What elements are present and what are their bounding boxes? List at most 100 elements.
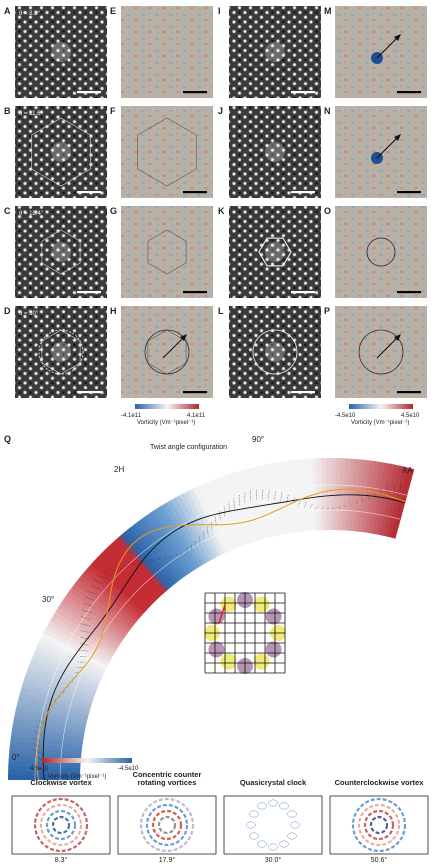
vector [386,485,389,494]
panel-label: G [110,206,117,216]
vector [274,491,276,501]
fan-wedge [338,458,347,531]
hex-overlay [137,117,197,187]
fan-wedge [257,464,279,537]
overlay [258,237,292,267]
angle-label: θ = 18.4° [19,211,44,217]
vector [399,482,402,492]
fan-wedge [21,682,92,709]
panel-label: D [4,306,11,316]
fan-wedge [262,463,282,536]
vector [163,557,167,559]
marker: AA [402,466,413,475]
overlay [144,329,190,375]
vector [309,503,313,509]
red-arrow [218,604,226,624]
clock-site [265,608,282,625]
swirl [363,809,395,841]
vector [298,499,301,506]
hex-overlay [41,329,81,375]
fan-wedge [15,705,87,727]
panel-label: J [218,106,223,116]
fan-wedge [376,463,396,536]
center-glow [265,142,285,162]
fan-wedge [238,469,264,541]
stem-image [15,206,107,298]
vector [122,563,129,567]
fan-wedge [115,536,167,594]
vorticity-map [335,306,427,398]
vector [380,487,383,496]
vector [367,493,370,500]
colorbar [349,404,413,409]
fan-wedge [14,710,86,731]
marker: 2H [114,465,124,474]
vector [320,506,324,510]
panel-label: M [324,6,332,16]
panel-label: H [110,306,117,316]
fan-wedge [74,578,135,628]
vector [63,690,65,693]
panel-label: O [324,206,331,216]
panel-label: F [110,106,116,116]
inset-angle: 30.0° [265,856,282,864]
scale-bar [397,91,421,94]
fan-wedge [104,546,159,602]
fan-wedge [301,458,313,531]
vector [343,504,347,507]
q-title: Twist angle configuration [150,444,227,451]
scale-bar [77,291,101,294]
fan-wedge [8,769,81,777]
colorbar [135,404,199,409]
fan-wedge [69,586,131,634]
fan-wedge [372,462,391,535]
vector [109,568,118,573]
vector [80,636,90,640]
fan-wedge [8,759,81,769]
vector [223,506,226,517]
panel-label: B [4,106,11,116]
scale-bar [291,391,315,394]
fan-arc [34,484,407,781]
clock-cell [287,832,297,840]
fan-wedge [11,725,84,742]
overlay [38,329,84,375]
twist-fan [8,458,415,783]
scale-bar [397,291,421,294]
vector [348,502,352,506]
fan-arc [59,509,400,781]
clock-site [208,641,225,658]
clock-site [253,596,270,613]
cbar-title: Vorticity (Vm⁻¹pixel⁻¹) [351,420,409,426]
fan-wedge [145,512,191,575]
fan-wedge [20,686,91,713]
inset-angle: 8.3° [55,856,68,864]
fan-wedge [84,567,143,619]
scale-bar [183,91,207,94]
fan-wedge [364,461,381,534]
vector [143,560,149,562]
fan-wedge [8,764,81,773]
fan-wedge [183,490,221,558]
fan-wedge [368,461,386,534]
vector [268,490,270,500]
cbar-label: -4.5e10 [118,766,139,772]
panel-label: P [324,306,330,316]
fan-wedge [43,627,110,667]
scale-bar [183,291,207,294]
fan-wedge [210,478,242,548]
fan-wedge [34,645,103,680]
fan-wedge [39,636,107,673]
vector [186,548,188,553]
fan-wedge [133,520,182,582]
panel-label: K [218,206,225,216]
vector [80,630,90,633]
fan-wedge [361,460,376,533]
fan-wedge [17,696,89,720]
fan-wedge [201,482,235,551]
fan-wedge [29,659,99,691]
cbar-title: Vorticity (Vm⁻¹pixel⁻¹) [137,420,195,426]
scale-bar [291,91,315,94]
curve-black [42,494,405,781]
